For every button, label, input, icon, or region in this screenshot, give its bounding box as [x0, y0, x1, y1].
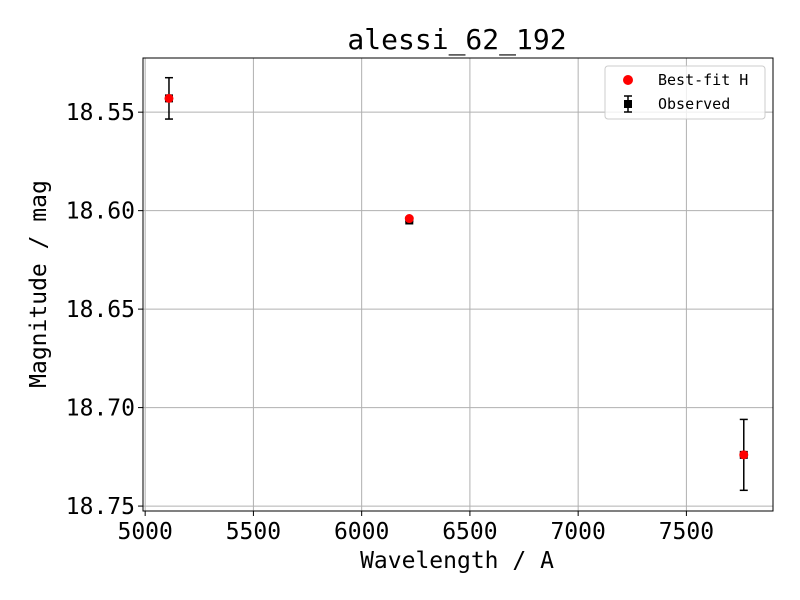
x-tick-label: 5000 [117, 519, 172, 545]
best-fit-point [404, 214, 414, 224]
x-tick-label: 7000 [550, 519, 605, 545]
best-fit-markers [164, 93, 749, 460]
grid [143, 58, 773, 511]
legend: Best-fit H Observed [604, 65, 766, 120]
x-tick-label: 7500 [659, 519, 714, 545]
x-tick-label: 6500 [442, 519, 497, 545]
y-tick-label: 18.75 [66, 494, 135, 520]
legend-best-fit-label: Best-fit H [658, 71, 748, 89]
y-tick-label: 18.60 [66, 199, 135, 225]
chart-title: alessi_62_192 [347, 23, 566, 57]
x-tick-label: 5500 [226, 519, 281, 545]
y-tick-label: 18.65 [66, 297, 135, 323]
best-fit-point [164, 93, 174, 103]
best-fit-point [739, 450, 749, 460]
x-tick-label: 6000 [334, 519, 389, 545]
legend-observed-marker [624, 100, 632, 108]
x-axis-ticks: 5000 5500 6000 6500 7000 7500 [117, 511, 714, 545]
legend-best-fit-marker [623, 75, 633, 85]
legend-observed-label: Observed [658, 95, 730, 113]
y-tick-label: 18.55 [66, 100, 135, 126]
y-axis-label: Magnitude / mag [26, 180, 52, 388]
plot-frame [142, 57, 774, 512]
legend-box [604, 65, 766, 120]
x-axis-label: Wavelength / A [360, 548, 554, 574]
y-tick-label: 18.70 [66, 396, 135, 422]
y-axis-ticks: 18.55 18.60 18.65 18.70 18.75 [66, 100, 143, 520]
